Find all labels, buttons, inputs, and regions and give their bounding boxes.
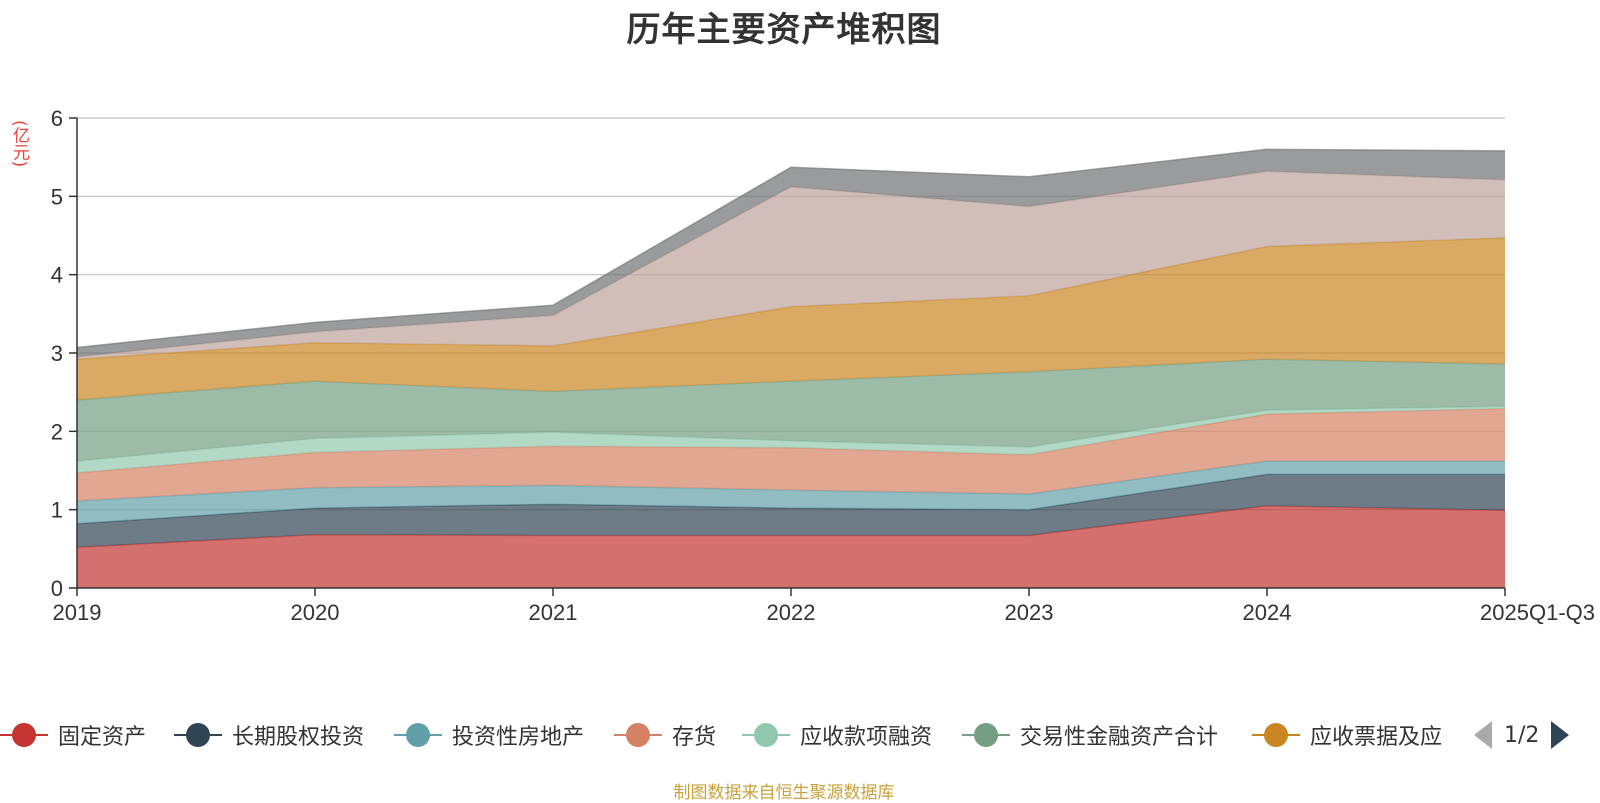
y-tick-label: 4 (51, 263, 63, 288)
x-tick-label: 2022 (767, 600, 816, 625)
x-tick-label: 2025Q1-Q3 (1480, 600, 1595, 625)
legend-label: 存货 (672, 725, 717, 750)
legend-label: 应收款项融资 (800, 725, 933, 750)
area-series-edge-8 (76, 148, 1506, 349)
y-tick-label: 6 (51, 106, 63, 131)
chart-area: 0 1 2 3 4 5 6 2019 2020 2021 2022 2023 2024 2025Q1-Q3 (51, 106, 1595, 625)
area-series-2[interactable] (77, 461, 1505, 524)
legend-marker (394, 720, 442, 750)
area-series-4[interactable] (77, 406, 1505, 473)
legend-marker (0, 720, 48, 750)
y-tick-label: 0 (51, 576, 63, 601)
legend-marker (174, 720, 222, 750)
area-series-0[interactable] (77, 505, 1505, 588)
x-tick-label: 2020 (291, 600, 340, 625)
legend-label: 投资性房地产 (452, 725, 585, 750)
stacked-areas (76, 148, 1506, 588)
legend-label: 固定资产 (58, 725, 147, 750)
y-axis-unit-label: (亿元) (9, 120, 29, 168)
y-tick-label: 5 (51, 184, 63, 209)
legend-label: 应收票据及应 (1310, 725, 1443, 750)
legend-item-inventory[interactable]: 存货 (614, 718, 716, 752)
legend-next-page-icon[interactable] (1551, 721, 1570, 749)
legend-item-trading-financial-assets[interactable]: 交易性金融资产合计 (962, 718, 1218, 752)
legend-item-receivables-financing[interactable]: 应收款项融资 (742, 718, 932, 752)
legend-prev-page-icon[interactable] (1474, 721, 1492, 749)
legend-marker (962, 720, 1010, 750)
legend-marker (742, 720, 790, 750)
y-tick-label: 3 (51, 341, 63, 366)
x-tick-label: 2019 (53, 600, 102, 625)
legend-page-indicator: 1/2 (1504, 722, 1540, 748)
legend-label: 长期股权投资 (232, 725, 365, 750)
y-tick-label: 1 (51, 498, 63, 523)
legend-item-fixed-assets[interactable]: 固定资产 (0, 718, 146, 752)
legend-label: 交易性金融资产合计 (1020, 725, 1219, 750)
x-tick-label: 2021 (529, 600, 578, 625)
legend-item-long-term-equity[interactable]: 长期股权投资 (174, 718, 364, 752)
axes: 0 1 2 3 4 5 6 2019 2020 2021 2022 2023 2024 2025Q1-Q3 (51, 106, 1595, 625)
legend-item-investment-property[interactable]: 投资性房地产 (394, 718, 584, 752)
chart-title: 历年主要资产堆积图 (626, 10, 942, 50)
legend-marker (1252, 720, 1300, 750)
legend: 固定资产 长期股权投资 投资性房地产 存货 应收款项融资 交易性金融资产合计 应… (0, 718, 1600, 752)
area-series-6[interactable] (77, 237, 1505, 400)
y-tick-label: 2 (51, 419, 63, 444)
area-series-7[interactable] (77, 171, 1505, 360)
area-series-8[interactable] (77, 149, 1505, 357)
area-series-5[interactable] (77, 359, 1505, 462)
legend-pager: 1/2 (1474, 718, 1570, 752)
x-tick-label: 2024 (1243, 600, 1292, 625)
area-series-3[interactable] (77, 408, 1505, 501)
source-note: 制图数据来自恒生聚源数据库 (673, 783, 895, 803)
legend-marker (614, 720, 662, 750)
x-tick-label: 2023 (1005, 600, 1054, 625)
legend-item-notes-receivable[interactable]: 应收票据及应 (1252, 718, 1442, 752)
